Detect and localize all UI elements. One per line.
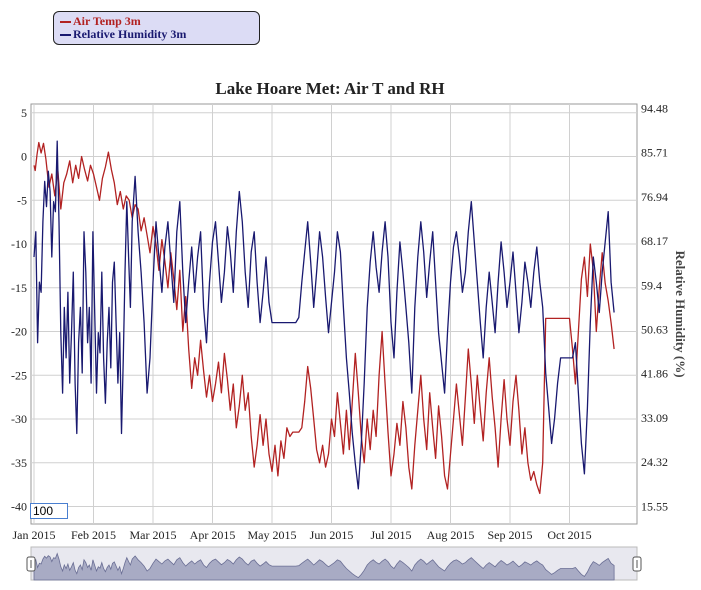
y-left-tick-label: -10 (11, 237, 27, 251)
x-tick-label: Jan 2015 (13, 528, 56, 542)
x-tick-label: Aug 2015 (427, 528, 475, 542)
chart-title: Lake Hoare Met: Air T and RH (215, 79, 445, 98)
x-tick-label: Feb 2015 (71, 528, 116, 542)
legend-label-air-temp: Air Temp 3m (73, 14, 141, 28)
y-right-tick-label: 76.94 (641, 190, 668, 204)
legend-item-air-temp: Air Temp 3m (60, 15, 259, 28)
legend-swatch-humidity (60, 33, 71, 36)
series-line-air-temp (33, 141, 615, 495)
y-left-tick-label: -35 (11, 456, 27, 470)
legend: Air Temp 3m Relative Humidity 3m (53, 11, 260, 45)
y-left-tick-label: -25 (11, 368, 27, 382)
y-right-tick-label: 68.17 (641, 234, 668, 248)
y-left-tick-label: 5 (21, 106, 27, 120)
legend-item-humidity: Relative Humidity 3m (60, 28, 259, 41)
plot-area (30, 103, 638, 525)
y-right-tick-label: 33.09 (641, 411, 668, 425)
y-left-tick-label: -15 (11, 281, 27, 295)
x-tick-label: Jun 2015 (310, 528, 354, 542)
y-left-tick-label: -30 (11, 412, 27, 426)
y-right-axis-label: Relative Humidity (%) (673, 250, 688, 377)
y-right-tick-label: 15.55 (641, 499, 668, 513)
x-tick-label: Apr 2015 (190, 528, 236, 542)
y-left-tick-label: -20 (11, 325, 27, 339)
y-left-tick-label: 0 (21, 150, 27, 164)
x-tick-label: Mar 2015 (130, 528, 177, 542)
rolling-period-input[interactable] (30, 503, 68, 519)
y-right-tick-label: 59.4 (641, 278, 662, 292)
y-right-tick-label: 41.86 (641, 367, 668, 381)
x-tick-label: Jul 2015 (370, 528, 411, 542)
x-tick-label: May 2015 (248, 528, 297, 542)
y-right-tick-label: 94.48 (641, 101, 668, 115)
series-line-humidity (33, 140, 615, 490)
legend-swatch-air-temp (60, 20, 71, 23)
y-right-tick-label: 24.32 (641, 455, 668, 469)
y-left-tick-label: -5 (17, 193, 27, 207)
range-selector-preview (33, 552, 615, 581)
legend-label-humidity: Relative Humidity 3m (73, 27, 187, 41)
y-left-tick-label: -40 (11, 500, 27, 514)
x-tick-label: Sep 2015 (488, 528, 533, 542)
y-right-tick-label: 50.63 (641, 322, 668, 336)
x-tick-label: Oct 2015 (547, 528, 591, 542)
y-right-tick-label: 85.71 (641, 146, 668, 160)
